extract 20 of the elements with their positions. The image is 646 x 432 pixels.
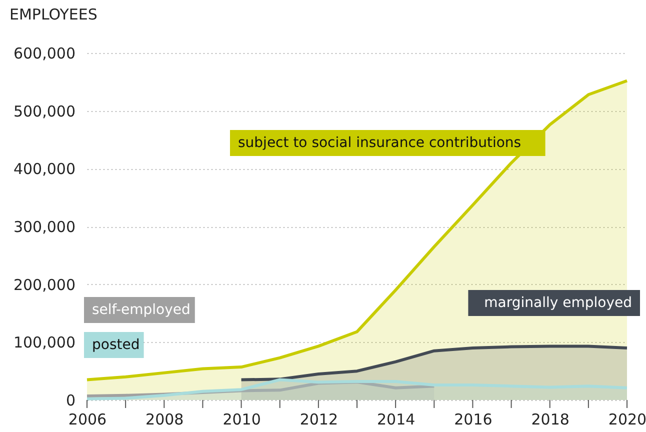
text: marginally employed bbox=[484, 295, 632, 311]
y-tick-label: 300,000 bbox=[13, 218, 76, 236]
y-tick-label: 600,000 bbox=[13, 44, 76, 62]
series-label: subject to social insurance contributions bbox=[238, 135, 522, 151]
x-tick-label: 2014 bbox=[376, 410, 416, 428]
y-tick-label: 200,000 bbox=[13, 276, 76, 294]
y-tick-label: 500,000 bbox=[13, 102, 76, 120]
x-tick-label: 2016 bbox=[454, 410, 492, 428]
x-tick-label: 2012 bbox=[300, 410, 338, 428]
text: self-employed bbox=[92, 302, 190, 318]
y-tick-label: 0 bbox=[66, 392, 76, 410]
y-tick-label: 400,000 bbox=[13, 160, 76, 178]
x-tick-label: 2006 bbox=[68, 410, 107, 428]
x-tick-label: 2018 bbox=[531, 410, 570, 428]
x-tick-label: 2020 bbox=[608, 410, 646, 428]
y-axis-title: EMPLOYEES bbox=[10, 6, 98, 24]
text: posted bbox=[92, 337, 140, 353]
x-tick-label: 2010 bbox=[222, 410, 261, 428]
y-tick-label: 100,000 bbox=[13, 334, 76, 352]
x-tick-label: 2008 bbox=[146, 410, 184, 428]
